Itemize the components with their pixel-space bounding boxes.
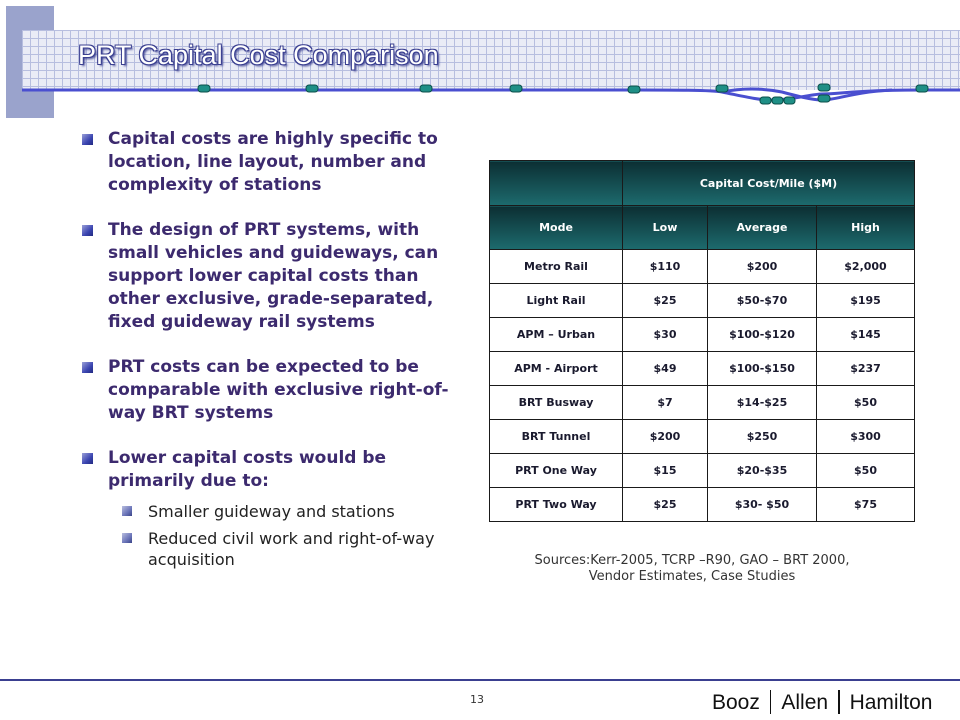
slide-title: PRT Capital Cost Comparison [78, 40, 439, 70]
capital-cost-table: Capital Cost/Mile ($M) Mode Low Average … [489, 160, 915, 522]
bullet-item: Capital costs are highly specific to loc… [82, 128, 472, 197]
bullet-item: The design of PRT systems, with small ve… [82, 219, 472, 334]
table-row: BRT Tunnel $200 $250 $300 [489, 419, 915, 454]
cell-average: $20-$35 [707, 453, 817, 488]
cell-low: $15 [622, 453, 708, 488]
cell-high: $75 [816, 487, 915, 522]
sub-bullet-item: Reduced civil work and right-of-way acqu… [82, 528, 472, 570]
cell-mode: Metro Rail [489, 249, 623, 284]
column-header-average: Average [707, 205, 817, 250]
bullet-square-icon [82, 453, 93, 464]
cell-low: $30 [622, 317, 708, 352]
logo-word-allen: Allen [781, 691, 829, 714]
column-header-mode: Mode [489, 205, 623, 250]
bullet-item: PRT costs can be expected to be comparab… [82, 356, 472, 425]
cell-low: $7 [622, 385, 708, 420]
cell-high: $195 [816, 283, 915, 318]
sources-note: Sources:Kerr-2005, TCRP –R90, GAO – BRT … [492, 553, 892, 585]
logo-separator [838, 690, 840, 714]
cell-low: $200 [622, 419, 708, 454]
cell-high: $50 [816, 453, 915, 488]
cell-average: $200 [707, 249, 817, 284]
logo-separator [769, 690, 772, 714]
cell-low: $25 [622, 487, 708, 522]
sub-bullet-item: Smaller guideway and stations [82, 501, 472, 522]
column-header-high: High [816, 205, 915, 250]
cell-low: $49 [622, 351, 708, 386]
bullet-text: Lower capital costs would be primarily d… [108, 448, 387, 491]
header-grid-band [22, 30, 960, 90]
sources-line-2: Vendor Estimates, Case Studies [588, 569, 796, 584]
logo-word-booz: Booz [712, 691, 760, 714]
cell-mode: Light Rail [489, 283, 623, 318]
bullet-square-icon [82, 225, 93, 236]
cell-average: $250 [707, 419, 817, 454]
sub-bullet-square-icon [122, 533, 132, 543]
cell-mode: BRT Busway [489, 385, 623, 420]
guideway-track-graphic [22, 83, 960, 105]
logo-word-hamilton: Hamilton [849, 691, 933, 714]
cell-high: $50 [816, 385, 915, 420]
table-group-header: Capital Cost/Mile ($M) [622, 160, 915, 206]
cell-average: $30- $50 [707, 487, 817, 522]
page-number: 13 [470, 693, 484, 706]
cell-low: $110 [622, 249, 708, 284]
column-header-low: Low [622, 205, 708, 250]
cell-high: $300 [816, 419, 915, 454]
cell-mode: PRT Two Way [489, 487, 623, 522]
bullet-item: Lower capital costs would be primarily d… [82, 447, 472, 493]
cell-average: $100-$120 [707, 317, 817, 352]
cell-mode: BRT Tunnel [489, 419, 623, 454]
bullet-text: Capital costs are highly specific to loc… [108, 129, 438, 195]
table-corner-cell [489, 160, 623, 206]
sub-bullet-text: Smaller guideway and stations [148, 502, 395, 521]
cell-low: $25 [622, 283, 708, 318]
table-row: APM – Urban $30 $100-$120 $145 [489, 317, 915, 352]
cell-high: $237 [816, 351, 915, 386]
bullet-text: PRT costs can be expected to be comparab… [108, 357, 449, 423]
cell-average: $100-$150 [707, 351, 817, 386]
table-row: BRT Busway $7 $14-$25 $50 [489, 385, 915, 420]
sub-bullet-text: Reduced civil work and right-of-way acqu… [148, 529, 435, 569]
table-row: PRT One Way $15 $20-$35 $50 [489, 453, 915, 488]
company-logo: Booz Allen Hamilton [712, 690, 932, 715]
table-row: PRT Two Way $25 $30- $50 $75 [489, 487, 915, 522]
table-row: APM - Airport $49 $100-$150 $237 [489, 351, 915, 386]
cell-high: $145 [816, 317, 915, 352]
cell-mode: APM - Airport [489, 351, 623, 386]
table-row: Metro Rail $110 $200 $2,000 [489, 249, 915, 284]
sub-bullet-square-icon [122, 506, 132, 516]
bullet-list: Capital costs are highly specific to loc… [82, 128, 472, 576]
sources-line-1: Sources:Kerr-2005, TCRP –R90, GAO – BRT … [534, 553, 850, 568]
cell-average: $14-$25 [707, 385, 817, 420]
cell-mode: PRT One Way [489, 453, 623, 488]
footer-divider [0, 679, 960, 681]
bullet-text: The design of PRT systems, with small ve… [108, 220, 439, 332]
bullet-square-icon [82, 362, 93, 373]
bullet-square-icon [82, 134, 93, 145]
cell-high: $2,000 [816, 249, 915, 284]
cell-mode: APM – Urban [489, 317, 623, 352]
cell-average: $50-$70 [707, 283, 817, 318]
table-row: Light Rail $25 $50-$70 $195 [489, 283, 915, 318]
